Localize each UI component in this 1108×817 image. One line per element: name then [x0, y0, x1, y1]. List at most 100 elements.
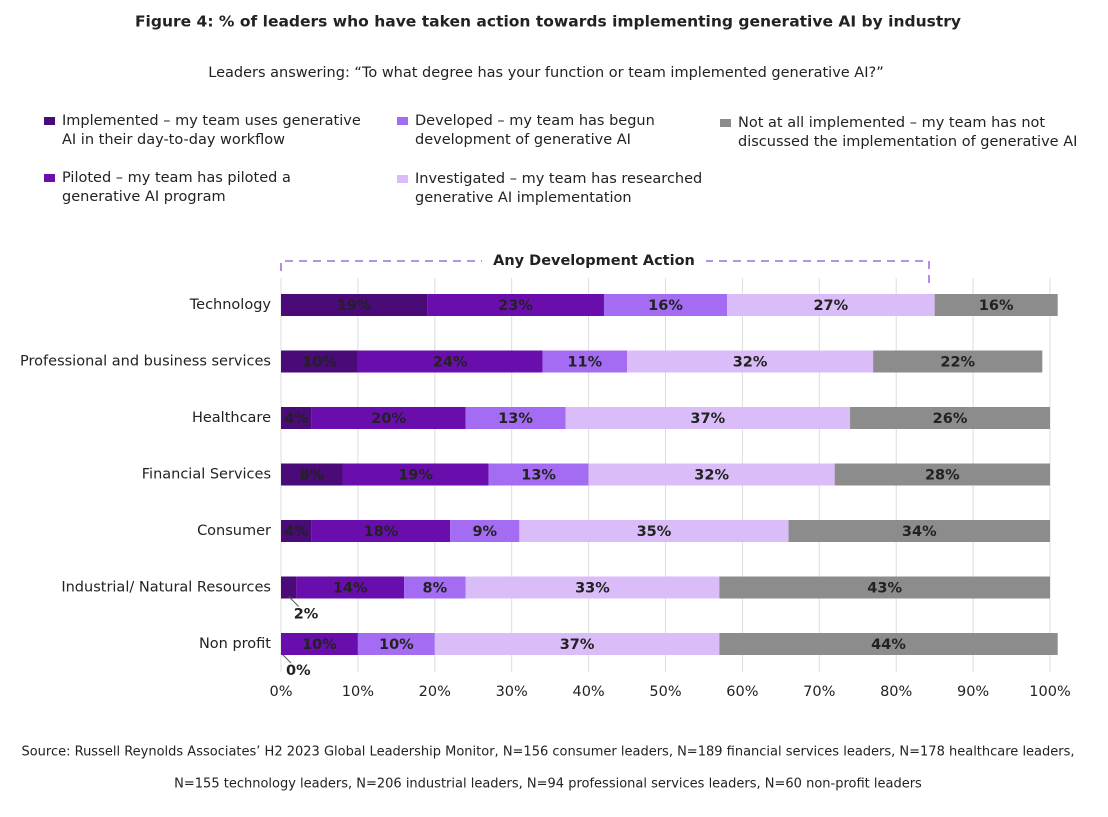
x-tick-label: 10% [342, 684, 374, 700]
annotation-bracket [280, 260, 930, 287]
x-tick-label: 0% [269, 684, 292, 700]
legend-label: Implemented – my team uses generative AI… [62, 113, 361, 148]
bar-segment [719, 633, 1058, 655]
bar-segment [488, 463, 589, 486]
data-label: 8% [299, 468, 324, 484]
data-label: 10% [302, 637, 337, 653]
data-label: 22% [940, 355, 975, 371]
bar-segment [404, 576, 466, 599]
data-label: 4% [284, 411, 309, 427]
bar-segment [834, 463, 1050, 486]
bar-segment [281, 407, 312, 429]
x-tick-label: 70% [803, 684, 835, 700]
y-tick-label: Healthcare [192, 410, 271, 426]
source-note: Source: Russell Reynolds Associates’ H2 … [21, 745, 1074, 760]
data-label: 34% [902, 524, 937, 540]
legend-swatch [720, 119, 731, 127]
bar-segment [296, 576, 405, 599]
y-tick-label: Professional and business services [20, 354, 271, 370]
data-label: 13% [521, 468, 556, 484]
data-label: 13% [498, 411, 533, 427]
data-label: 37% [690, 411, 725, 427]
x-tick-label: 40% [572, 684, 604, 700]
bar-segment [281, 576, 297, 599]
legend-label: Developed – my team has begun developmen… [415, 113, 655, 148]
legend-item: Not at all implemented – my team has not… [720, 114, 1083, 152]
y-tick-label: Financial Services [142, 467, 271, 483]
bar-segment [281, 633, 358, 655]
label-leader [288, 596, 300, 607]
legend-swatch [44, 117, 55, 125]
bar-segment [542, 350, 628, 373]
data-label: 16% [648, 298, 683, 314]
bar-segment [873, 350, 1043, 373]
bar-segment [450, 520, 520, 542]
legend-item: Investigated – my team has researched ge… [397, 170, 715, 208]
legend-label: Investigated – my team has researched ge… [415, 171, 703, 206]
data-label: 10% [379, 637, 414, 653]
bar-segment [934, 294, 1058, 316]
data-label: 14% [333, 581, 368, 597]
x-tick-label: 90% [957, 684, 989, 700]
bar-segment [311, 407, 466, 429]
bar-segment [357, 633, 435, 655]
legend-swatch [44, 174, 55, 182]
data-label: 24% [433, 355, 468, 371]
bar-segment [434, 633, 720, 655]
data-label: 33% [575, 581, 610, 597]
data-label: 28% [925, 468, 960, 484]
source-note: N=155 technology leaders, N=206 industri… [174, 777, 922, 792]
data-label: 35% [637, 524, 672, 540]
data-label: 44% [871, 637, 906, 653]
x-tick-label: 50% [649, 684, 681, 700]
data-label: 9% [472, 524, 497, 540]
data-label: 4% [284, 524, 309, 540]
x-tick-label: 30% [496, 684, 528, 700]
bar-segment [603, 294, 728, 316]
bar-segment [281, 350, 358, 373]
bar-segment [565, 407, 851, 429]
bar-segment [357, 350, 543, 373]
data-label: 20% [371, 411, 406, 427]
legend-item: Developed – my team has begun developmen… [397, 112, 715, 150]
annotation: Any Development Action [493, 253, 695, 269]
bar-segment [788, 520, 1050, 542]
x-tick-label: 20% [419, 684, 451, 700]
bar-segment [281, 294, 428, 316]
data-label: 32% [694, 468, 729, 484]
chart-title: Figure 4: % of leaders who have taken ac… [135, 13, 961, 31]
bar-segment [588, 463, 835, 486]
annotation-bg [482, 250, 706, 272]
data-label: 32% [733, 355, 768, 371]
bar-segment [311, 520, 451, 542]
y-tick-label: Non profit [199, 636, 271, 652]
chart-subtitle: Leaders answering: “To what degree has y… [208, 65, 883, 81]
bar-segment [281, 520, 312, 542]
bar-segment [427, 294, 604, 316]
x-tick-label: 60% [726, 684, 758, 700]
data-label: 37% [560, 637, 595, 653]
data-label: 19% [398, 468, 433, 484]
data-label: 11% [567, 355, 602, 371]
legend-item: Implemented – my team uses generative AI… [44, 112, 362, 150]
bar-segment [627, 350, 874, 373]
y-tick-label: Industrial/ Natural Resources [61, 580, 271, 596]
legend-label: Not at all implemented – my team has not… [738, 115, 1078, 150]
legend-item: Piloted – my team has piloted a generati… [44, 169, 362, 207]
bar-segment [519, 520, 789, 542]
legend-label: Piloted – my team has piloted a generati… [62, 170, 291, 205]
x-tick-label: 80% [880, 684, 912, 700]
bar-segment [281, 463, 343, 486]
y-tick-label: Technology [189, 297, 272, 313]
data-label: 23% [498, 298, 533, 314]
bar-segment [342, 463, 489, 486]
x-tick-label: 100% [1029, 684, 1070, 700]
data-label: 43% [867, 581, 902, 597]
data-label: 26% [933, 411, 968, 427]
bar-segment [465, 576, 720, 599]
data-label: 10% [302, 355, 337, 371]
bar-segment [727, 294, 935, 316]
legend-swatch [397, 117, 408, 125]
